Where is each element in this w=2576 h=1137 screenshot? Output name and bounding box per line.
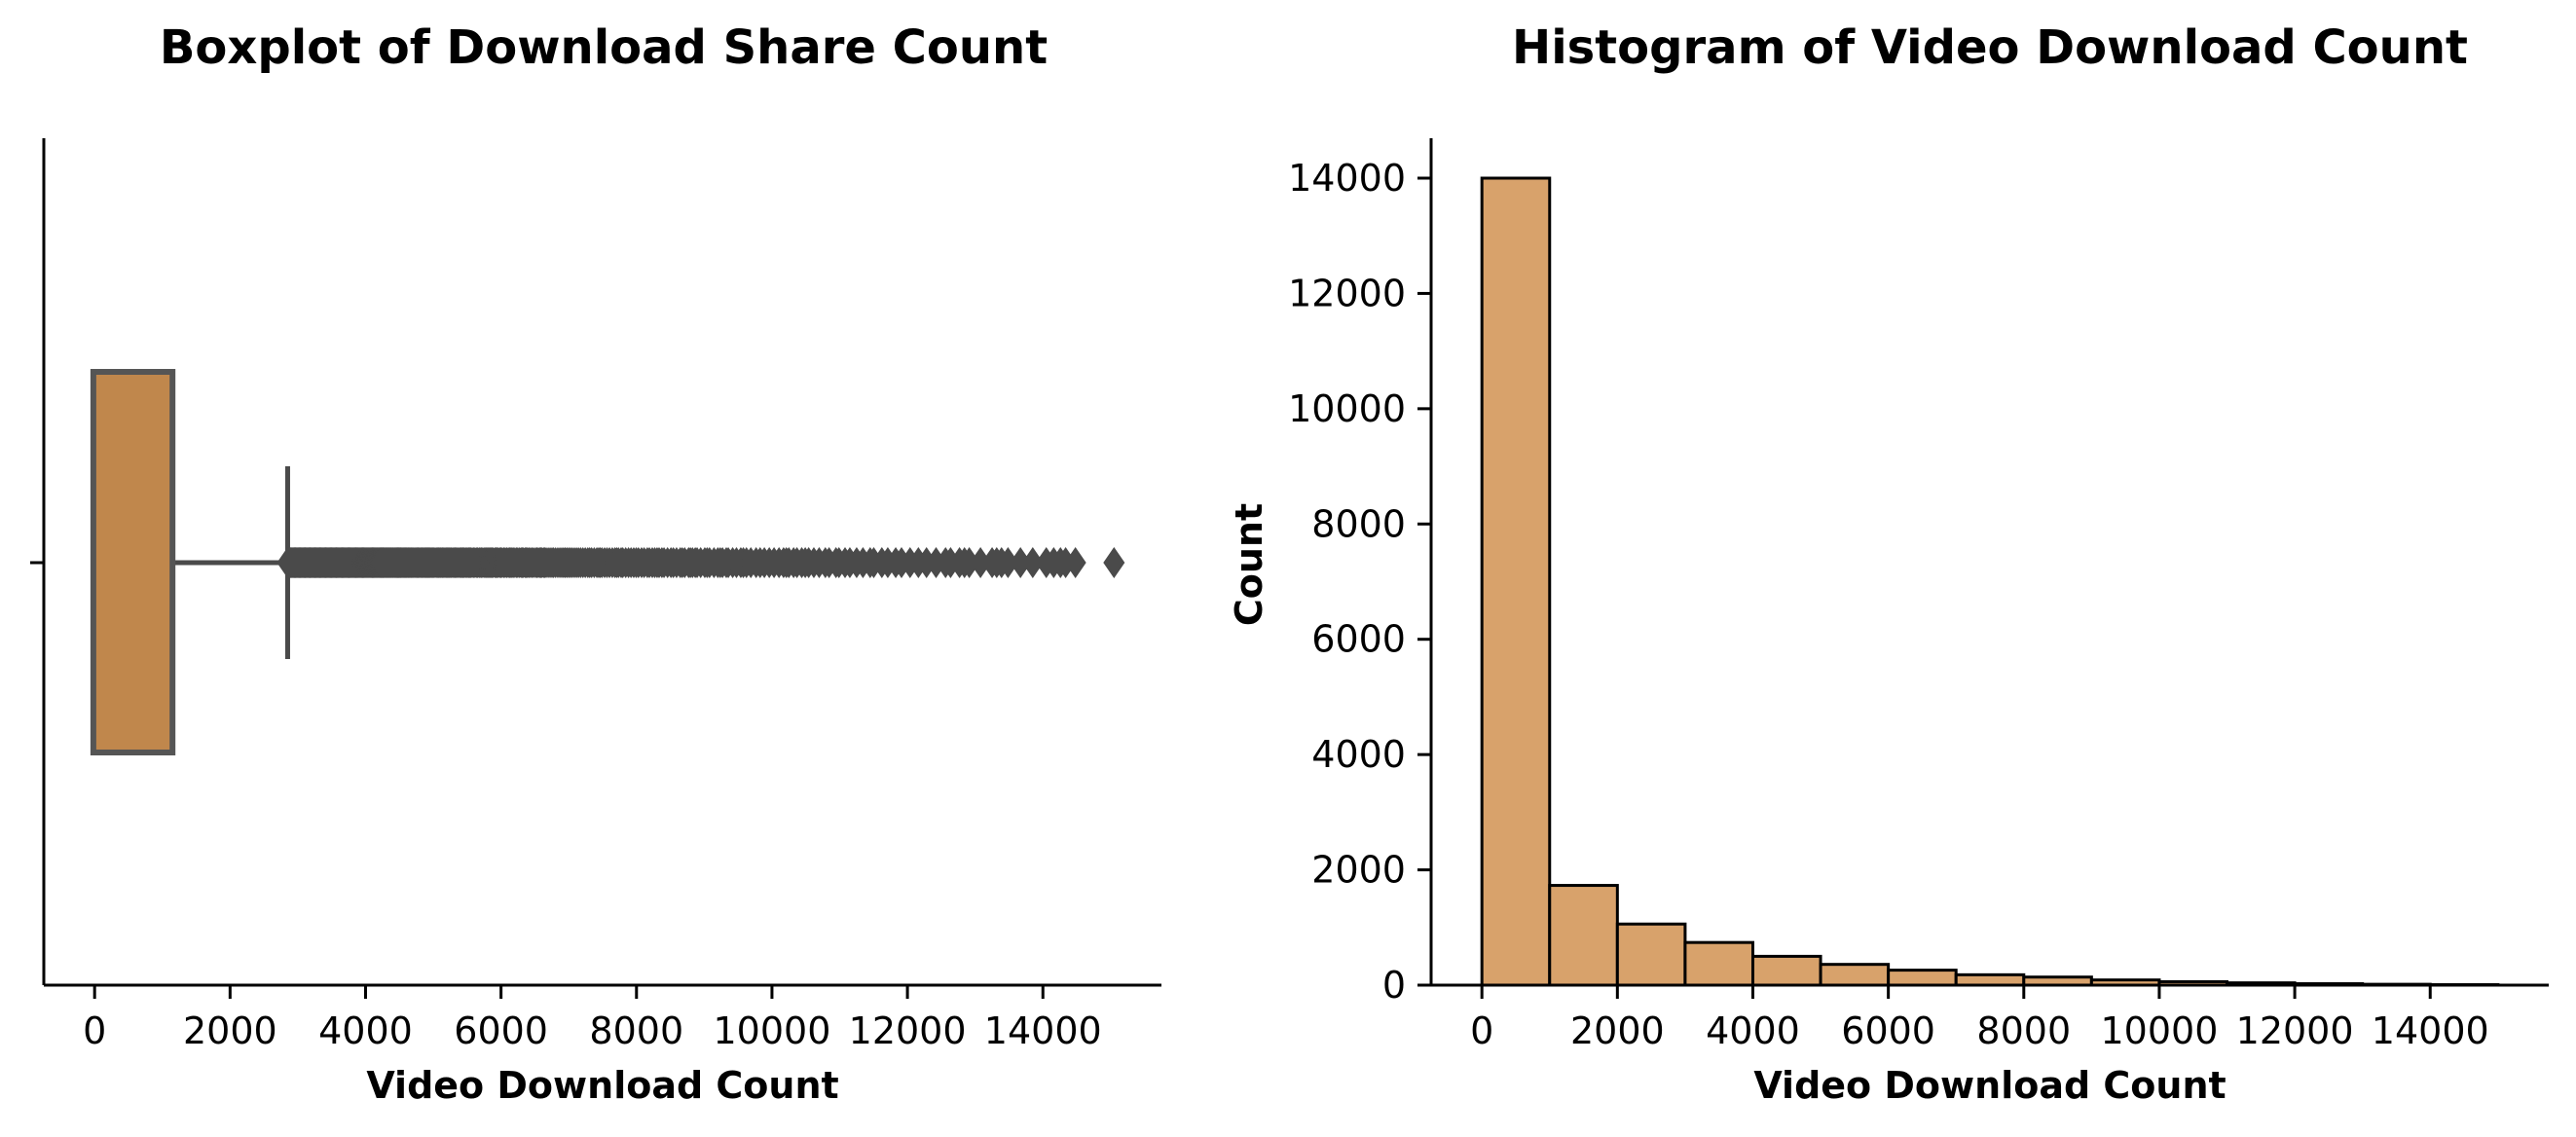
histogram-bar bbox=[1683, 940, 1754, 987]
histogram-bars bbox=[1480, 176, 2500, 987]
histogram-x-tick-label: 6000 bbox=[1841, 1009, 1935, 1052]
histogram-x-tick-label: 2000 bbox=[1570, 1009, 1665, 1052]
boxplot-outlier bbox=[1021, 547, 1044, 578]
histogram-x-ticks: 0 2000 4000 6000 8000 10000 12000 14000 bbox=[1470, 985, 2489, 1052]
boxplot-x-tick-label: 4000 bbox=[318, 1009, 413, 1052]
histogram-y-tick-label: 6000 bbox=[1311, 618, 1406, 661]
histogram-bar bbox=[1548, 884, 1619, 987]
boxplot-outlier bbox=[970, 547, 992, 578]
histogram-title: Histogram of Video Download Count bbox=[1512, 20, 2468, 75]
histogram-x-tick-label: 8000 bbox=[1976, 1009, 2071, 1052]
boxplot-title: Boxplot of Download Share Count bbox=[160, 20, 1048, 75]
histogram-x-label: Video Download Count bbox=[1753, 1064, 2226, 1107]
boxplot-panel: Boxplot of Download Share Count 0 2000 400… bbox=[30, 20, 1161, 1107]
histogram-x-tick-label: 0 bbox=[1470, 1009, 1493, 1052]
histogram-y-ticks: 0 2000 4000 6000 8000 10000 12000 14000 bbox=[1288, 157, 1431, 1007]
histogram-bar bbox=[1954, 972, 2026, 987]
boxplot-x-tick-label: 6000 bbox=[454, 1009, 548, 1052]
histogram-y-tick-label: 8000 bbox=[1311, 502, 1406, 545]
boxplot-box bbox=[90, 369, 176, 755]
histogram-y-tick-label: 14000 bbox=[1288, 157, 1406, 200]
boxplot-x-tick-label: 14000 bbox=[984, 1009, 1102, 1052]
boxplot-x-tick-label: 10000 bbox=[713, 1009, 830, 1052]
histogram-bar bbox=[1819, 963, 1891, 987]
histogram-x-tick-label: 12000 bbox=[2236, 1009, 2354, 1052]
histogram-x-tick-label: 10000 bbox=[2100, 1009, 2218, 1052]
boxplot-x-ticks: 0 2000 4000 6000 8000 10000 12000 14000 bbox=[83, 985, 1102, 1052]
histogram-bar bbox=[1887, 969, 1958, 987]
histogram-bar bbox=[1750, 954, 1822, 987]
boxplot-x-label: Video Download Count bbox=[366, 1064, 838, 1107]
histogram-x-tick-label: 14000 bbox=[2372, 1009, 2489, 1052]
histogram-bar bbox=[1480, 176, 1552, 987]
histogram-y-tick-label: 12000 bbox=[1288, 272, 1406, 314]
histogram-panel: Histogram of Video Download Count 0 2000 4… bbox=[1228, 20, 2549, 1107]
histogram-y-tick-label: 2000 bbox=[1311, 849, 1406, 892]
histogram-bar bbox=[1615, 922, 1687, 987]
histogram-y-label: Count bbox=[1228, 503, 1270, 626]
boxplot-outlier bbox=[1064, 547, 1086, 578]
histogram-y-tick-label: 4000 bbox=[1311, 733, 1406, 776]
boxplot-x-tick-label: 2000 bbox=[183, 1009, 277, 1052]
boxplot-x-tick-label: 12000 bbox=[849, 1009, 967, 1052]
boxplot-body bbox=[90, 369, 1125, 755]
boxplot-x-tick-label: 0 bbox=[83, 1009, 106, 1052]
boxplot-outlier bbox=[997, 547, 1019, 578]
boxplot-outlier bbox=[958, 547, 980, 578]
boxplot-outlier bbox=[1010, 547, 1032, 578]
boxplot-x-tick-label: 8000 bbox=[589, 1009, 683, 1052]
boxplot-outlier-max bbox=[1103, 547, 1125, 578]
histogram-x-tick-label: 4000 bbox=[1706, 1009, 1800, 1052]
histogram-y-tick-label: 0 bbox=[1382, 964, 1406, 1007]
histogram-y-tick-label: 10000 bbox=[1288, 387, 1406, 430]
